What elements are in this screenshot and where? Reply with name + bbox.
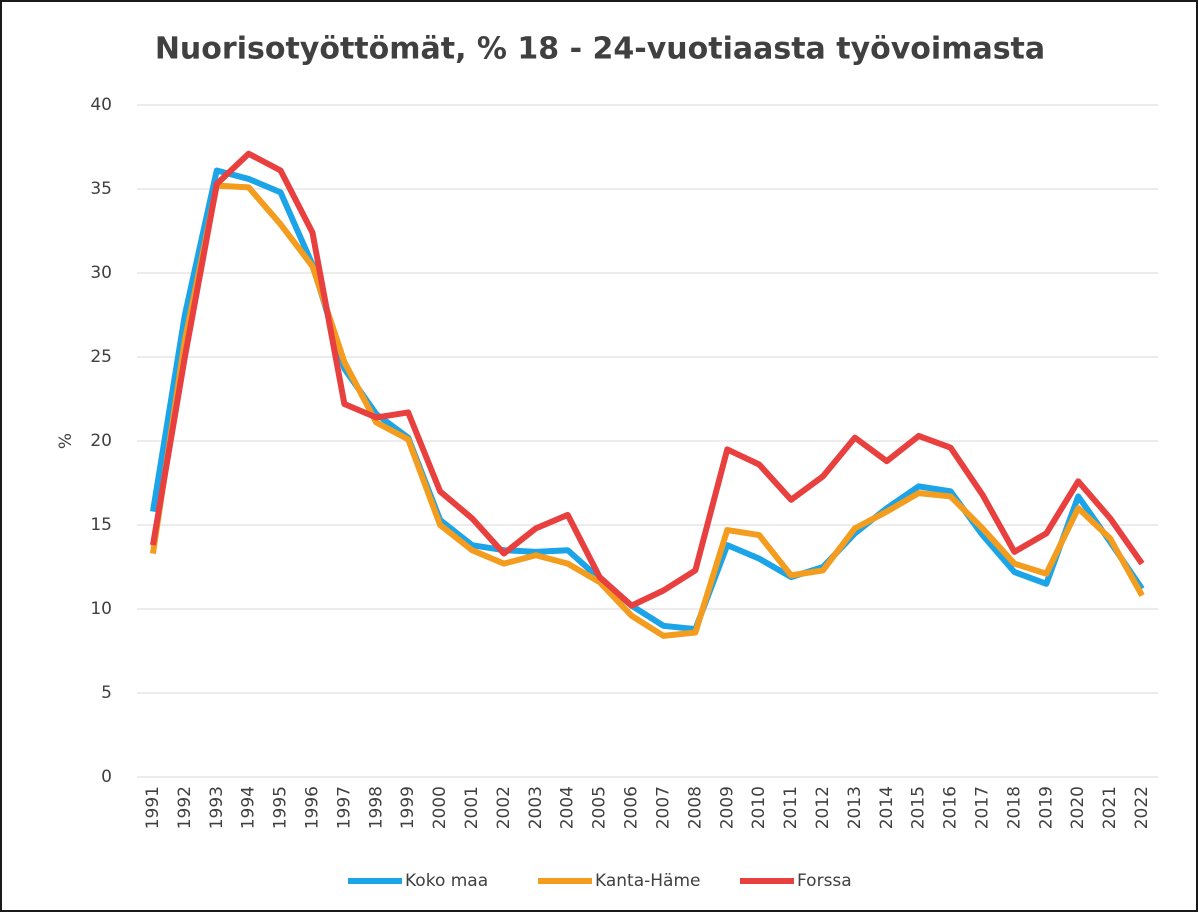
y-tick-label: 40 [90,95,112,115]
x-tick-label: 2014 [877,786,897,829]
x-tick-label: 1995 [271,786,291,829]
y-tick-label: 25 [90,347,112,367]
x-tick-label: 1996 [302,786,322,829]
x-tick-label: 2019 [1036,786,1056,829]
x-tick-label: 2000 [430,786,450,829]
x-tick-label: 2016 [941,786,961,829]
x-tick-label: 2009 [717,786,737,829]
line-series [149,182,1145,639]
x-tick-label: 2006 [622,786,642,829]
x-tick-label: 2005 [590,786,610,829]
x-tick-label: 2003 [526,786,546,829]
chart-title: Nuorisotyöttömät, % 18 - 24-vuotiaasta t… [155,32,1045,67]
x-tick-label: 1999 [398,786,418,829]
x-tick-label: 2021 [1100,786,1120,829]
x-tick-label: 2020 [1068,786,1088,829]
x-tick-label: 2018 [1004,786,1024,829]
x-tick-label: 1997 [334,786,354,829]
x-tick-label: 2017 [973,786,993,829]
y-tick-label: 35 [90,179,112,199]
y-axis-label: % [56,433,76,449]
x-tick-label: 2001 [462,786,482,829]
x-tick-label: 2004 [558,786,578,829]
x-tick-label: 2012 [813,786,833,829]
x-tick-label: 2015 [909,786,929,829]
y-tick-label: 0 [101,767,112,787]
y-tick-label: 5 [101,683,112,703]
y-tick-label: 10 [90,599,112,619]
x-tick-label: 1994 [239,786,259,829]
x-tick-label: 1998 [366,786,386,829]
x-tick-label: 1993 [207,786,227,829]
x-tick-label: 2013 [845,786,865,829]
x-tick-label: 2002 [494,786,514,829]
x-tick-label: 2007 [653,786,673,829]
x-tick-label: 2011 [781,786,801,829]
y-tick-label: 15 [90,515,112,535]
y-tick-label: 30 [90,263,112,283]
x-tick-label: 2008 [685,786,705,829]
line-series [149,150,1145,609]
x-tick-label: 1992 [175,786,195,829]
y-tick-label: 20 [90,431,112,451]
legend-label: Koko maa [405,871,488,891]
legend-label: Kanta-Häme [595,871,700,891]
legend-label: Forssa [797,871,852,891]
x-tick-label: 2010 [749,786,769,829]
x-tick-label: 1991 [143,786,163,829]
x-tick-label: 2022 [1132,786,1152,829]
